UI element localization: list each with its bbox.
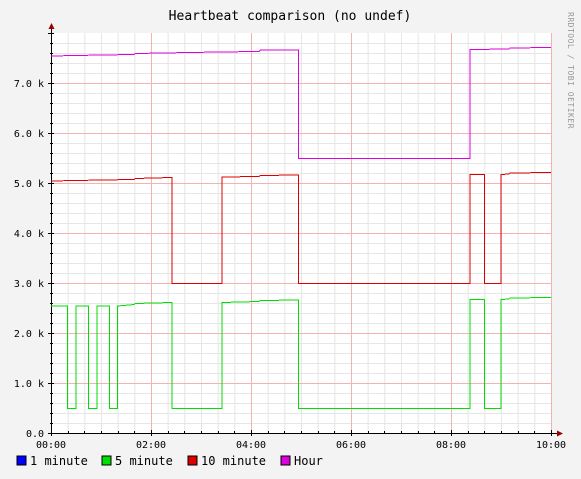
legend-label: 1 minute bbox=[30, 454, 88, 468]
y-tick-label: 6.0 k bbox=[14, 129, 44, 140]
legend-swatch bbox=[101, 455, 112, 466]
y-tick-label: 4.0 k bbox=[14, 229, 44, 240]
y-tick-label: 0.0 bbox=[26, 429, 44, 440]
legend-swatch bbox=[280, 455, 291, 466]
plot-area: 00:00 02:00 04:00 06:00 08:00 10:00 0.0 1.0 k 2.… bbox=[14, 23, 566, 468]
legend-swatch bbox=[16, 455, 27, 466]
y-axis-arrow bbox=[48, 23, 55, 29]
y-tick-label: 5.0 k bbox=[14, 179, 44, 190]
x-axis-arrow bbox=[557, 430, 563, 437]
x-tick-label: 08:00 bbox=[436, 440, 466, 451]
x-tick-label: 04:00 bbox=[236, 440, 266, 451]
legend-label: 5 minute bbox=[115, 454, 173, 468]
x-tick-label: 02:00 bbox=[136, 440, 166, 451]
y-tick-label: 7.0 k bbox=[14, 79, 44, 90]
series-line-hour bbox=[50, 47, 552, 159]
y-tick-label: 2.0 k bbox=[14, 329, 44, 340]
series-line-10-minute bbox=[50, 172, 552, 284]
chart-title: Heartbeat comparison (no undef) bbox=[169, 9, 412, 24]
x-tick-label: 00:00 bbox=[36, 440, 66, 451]
legend-swatch bbox=[187, 455, 198, 466]
y-tick-label: 1.0 k bbox=[14, 379, 44, 390]
x-tick-label: 06:00 bbox=[336, 440, 366, 451]
x-tick-label: 10:00 bbox=[536, 440, 566, 451]
y-tick-label: 3.0 k bbox=[14, 279, 44, 290]
legend-label: Hour bbox=[294, 454, 323, 468]
series-line-5-minute bbox=[51, 297, 552, 409]
legend-label: 10 minute bbox=[201, 454, 266, 468]
watermark: RRDTOOL / TOBI OETIKER bbox=[566, 12, 575, 129]
